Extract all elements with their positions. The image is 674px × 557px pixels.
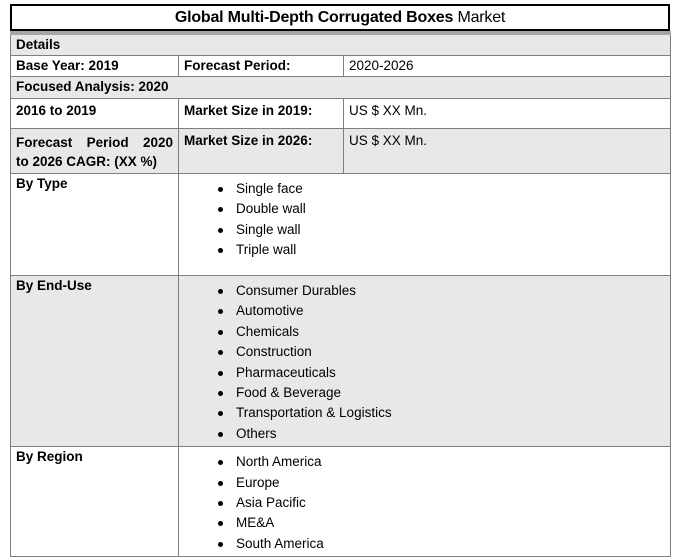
by-type-label: By Type <box>10 173 179 276</box>
list-item-label: Consumer Durables <box>236 283 357 298</box>
list-item-label: Single face <box>236 181 303 196</box>
by-end-use-list: Consumer Durables Automotive Chemicals C… <box>184 281 665 444</box>
bullet-icon <box>218 370 223 376</box>
details-header-cell: Details <box>9 32 672 56</box>
list-item-label: Chemicals <box>236 323 300 339</box>
bullet-icon <box>218 501 223 507</box>
forecast-cagr-line2: to 2026 CAGR: (XX %) <box>16 154 158 169</box>
details-table: Details Base Year: 2019 Forecast Period:… <box>9 31 672 557</box>
list-item-label: Transportation & Logistics <box>236 405 392 421</box>
bullet-icon <box>218 541 223 547</box>
list-item-label: North America <box>236 454 322 470</box>
bullet-icon <box>218 431 223 437</box>
bullet-icon <box>218 521 223 527</box>
base-year-label: Base Year: 2019 <box>10 55 179 77</box>
forecast-cagr-line1: Forecast Period 2020 <box>16 135 173 150</box>
by-type-list: Single face Double wall Single wall Trip… <box>184 179 665 261</box>
list-item: Double wall <box>184 199 665 219</box>
bullet-icon <box>218 329 223 335</box>
forecast-cagr-label: Forecast Period 2020 to 2026 CAGR: (XX %… <box>10 128 179 174</box>
bullet-icon <box>218 411 223 417</box>
market-size-2026-key: Market Size in 2026: <box>178 128 344 174</box>
bullet-icon <box>218 248 223 254</box>
base-year-row: Base Year: 2019 Forecast Period: 2020-20… <box>10 55 672 77</box>
by-region-list: North America Europe Asia Pacific ME&A S… <box>184 452 665 554</box>
list-item-label: Pharmaceuticals <box>236 364 336 380</box>
by-end-use-label: By End-Use <box>10 274 179 448</box>
by-type-items-cell: Single face Double wall Single wall Trip… <box>177 173 672 276</box>
list-item: Asia Pacific <box>184 493 665 513</box>
focused-analysis-row: Focused Analysis: 2020 <box>9 76 672 99</box>
by-type-row: By Type Single face Double wall Single w… <box>10 173 672 276</box>
report-page: Global Multi-Depth Corrugated Boxes Mark… <box>9 4 672 557</box>
title-text-bold: Global Multi-Depth Corrugated Boxes <box>174 8 454 26</box>
list-item-label: Europe <box>236 474 280 490</box>
details-header-row: Details <box>9 32 672 56</box>
list-item-label: Construction <box>236 344 312 360</box>
title-text-regular: Market <box>457 8 506 26</box>
list-item-label: Asia Pacific <box>236 495 306 511</box>
market-size-2019-key: Market Size in 2019: <box>178 98 344 129</box>
list-item-label: Others <box>236 425 277 441</box>
list-item: Others <box>184 424 665 444</box>
list-item-label: Automotive <box>236 303 304 319</box>
list-item-label: Single wall <box>236 221 301 237</box>
bullet-icon <box>218 350 223 356</box>
bullet-icon <box>218 207 223 213</box>
list-item: Consumer Durables <box>184 281 665 301</box>
list-item-label: ME&A <box>236 515 275 531</box>
market-size-2019-value: US $ XX Mn. <box>342 98 672 129</box>
bullet-icon <box>218 309 223 315</box>
by-end-use-row: By End-Use Consumer Durables Automotive … <box>10 274 672 448</box>
bullet-icon <box>218 289 223 294</box>
forecast-period-key: Forecast Period: <box>178 55 344 77</box>
historic-period-row: 2016 to 2019 Market Size in 2019: US $ X… <box>10 98 672 129</box>
list-item: Automotive <box>184 301 665 321</box>
list-item: Triple wall <box>184 240 665 260</box>
list-item-label: Double wall <box>236 201 306 217</box>
list-item: Transportation & Logistics <box>184 403 665 423</box>
by-end-use-items-cell: Consumer Durables Automotive Chemicals C… <box>177 274 672 448</box>
list-item: Chemicals <box>184 322 665 342</box>
list-item: Single wall <box>184 220 665 240</box>
list-item-label: Triple wall <box>236 242 297 258</box>
bullet-icon <box>218 227 223 233</box>
by-region-label: By Region <box>10 446 179 557</box>
list-item-label: South America <box>236 535 324 551</box>
list-item: Europe <box>184 473 665 493</box>
list-item: South America <box>184 534 665 554</box>
list-item: Construction <box>184 342 665 362</box>
list-item: Food & Beverage <box>184 383 665 403</box>
bullet-icon <box>218 187 223 192</box>
by-region-row: By Region North America Europe Asia Paci… <box>10 446 672 557</box>
list-item-label: Food & Beverage <box>236 385 342 401</box>
by-region-items-cell: North America Europe Asia Pacific ME&A S… <box>177 446 672 557</box>
market-size-2026-value: US $ XX Mn. <box>342 128 672 174</box>
forecast-cagr-row: Forecast Period 2020 to 2026 CAGR: (XX %… <box>10 128 672 174</box>
list-item: Single face <box>184 179 665 199</box>
historic-period-label: 2016 to 2019 <box>10 98 179 129</box>
list-item: North America <box>184 452 665 472</box>
bullet-icon <box>218 460 223 466</box>
bullet-icon <box>218 480 223 486</box>
bullet-icon <box>218 391 223 397</box>
list-item: ME&A <box>184 513 665 533</box>
forecast-period-value: 2020-2026 <box>342 55 672 77</box>
focused-analysis-cell: Focused Analysis: 2020 <box>9 76 672 99</box>
list-item: Pharmaceuticals <box>184 363 665 383</box>
table-title: Global Multi-Depth Corrugated Boxes Mark… <box>10 4 670 31</box>
market-summary-table: Global Multi-Depth Corrugated Boxes Mark… <box>9 4 672 557</box>
